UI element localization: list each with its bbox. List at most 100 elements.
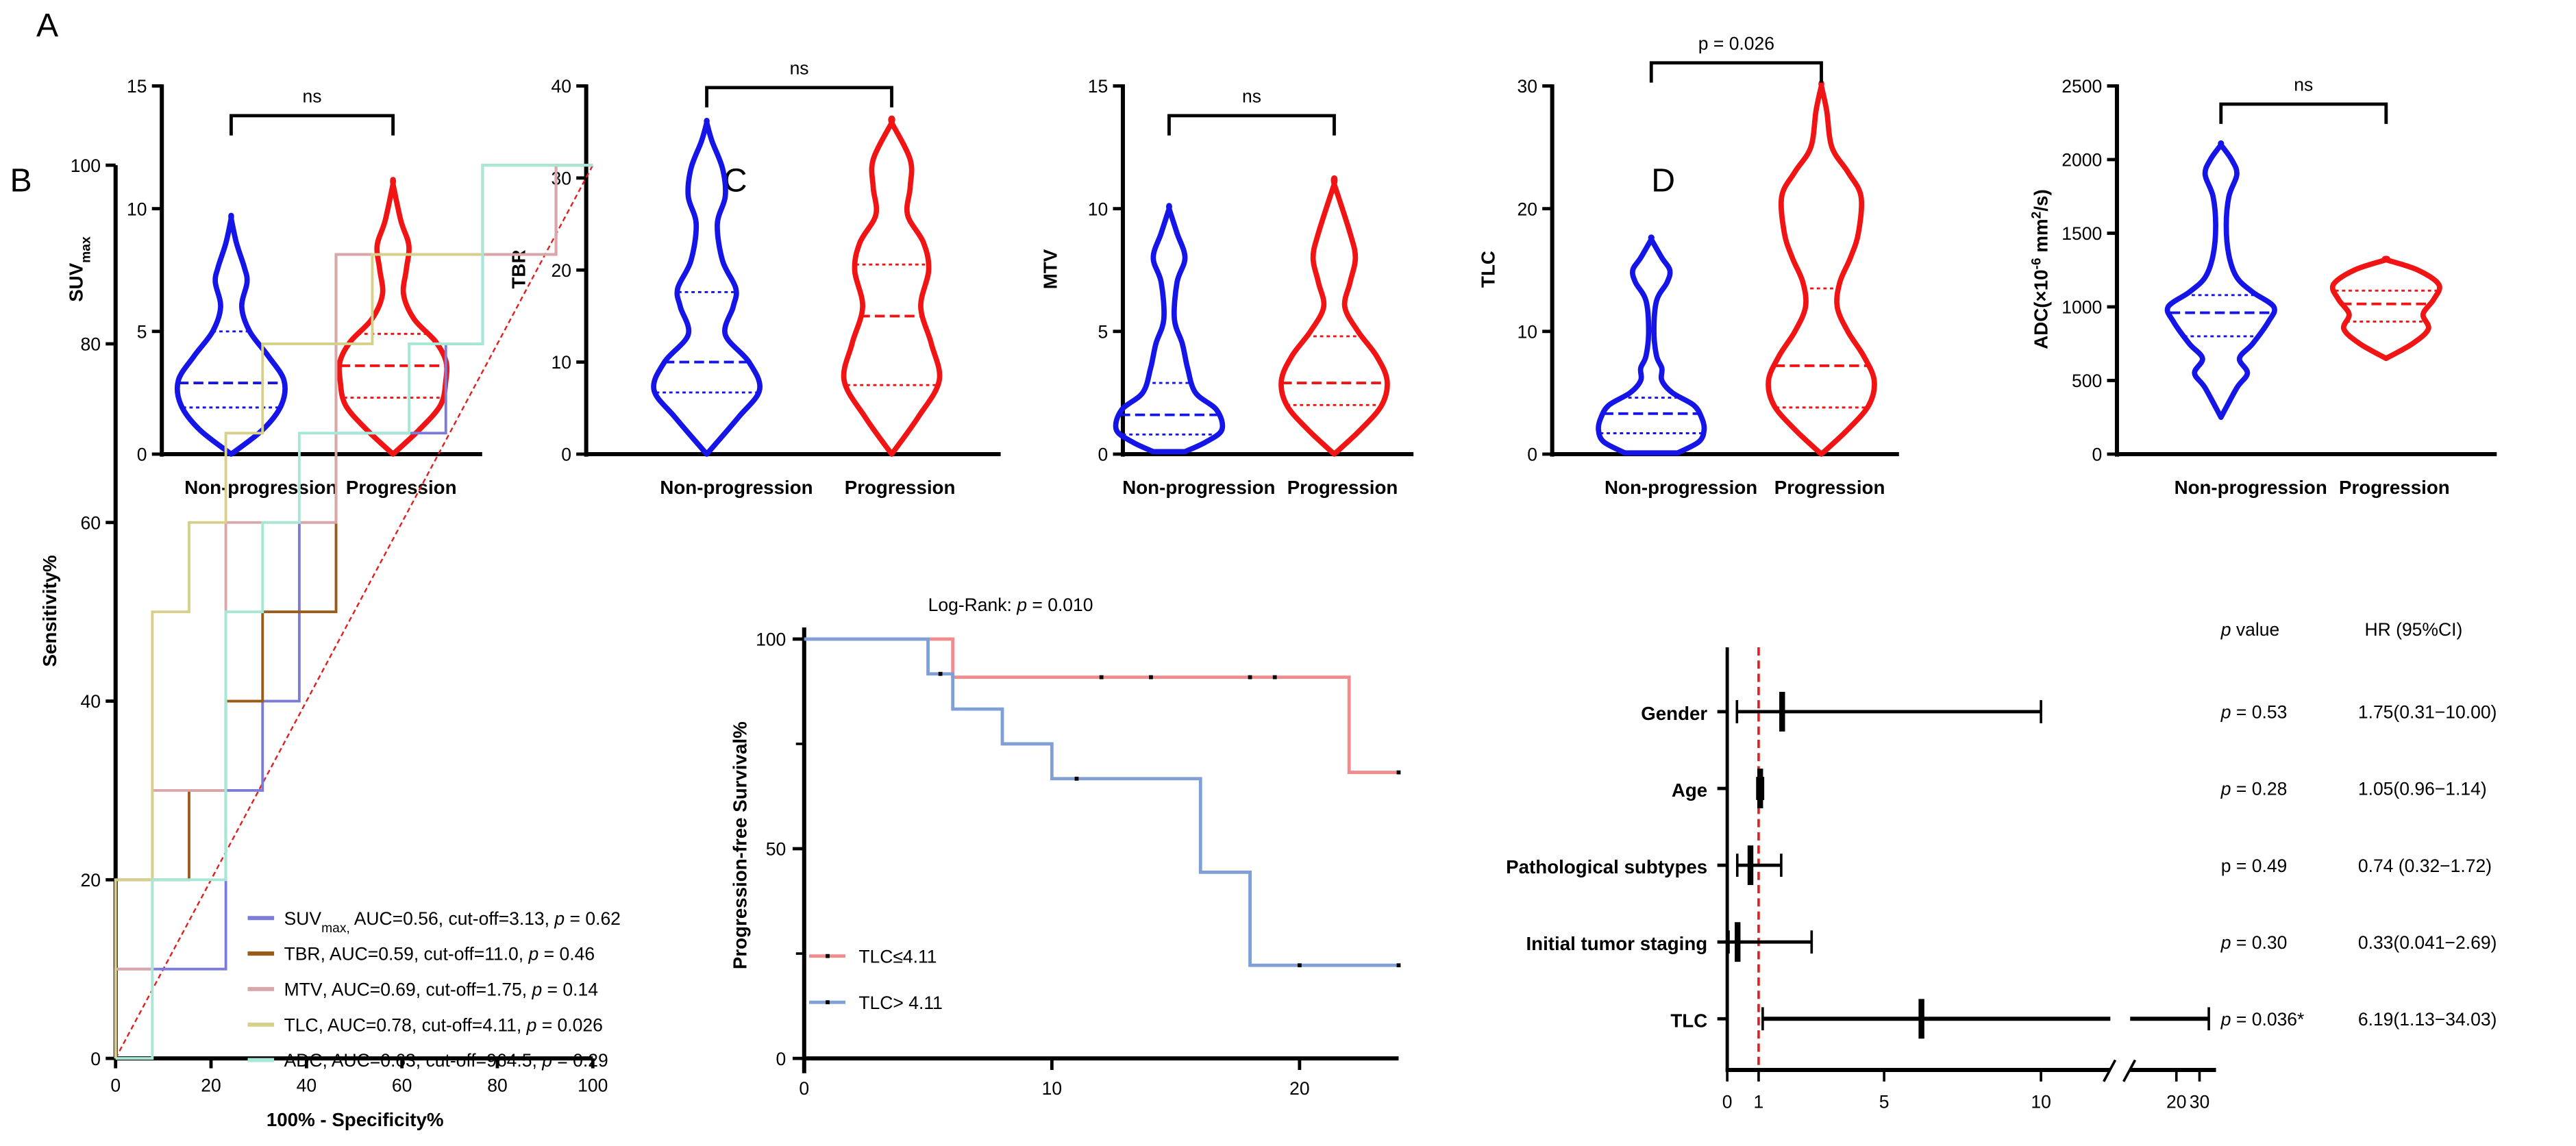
y-axis-label-part: -6: [2029, 258, 2044, 269]
row-p-value: p = 0.28: [2220, 779, 2288, 799]
axis-break-mark: [2122, 1059, 2137, 1082]
legend-pvalue: = 0.46: [538, 944, 595, 964]
censor-mark: [1099, 675, 1104, 680]
p-symbol: p: [2220, 1009, 2231, 1030]
x-category-label: Non-progression: [2175, 477, 2327, 498]
y-tick-label: 0: [561, 445, 571, 465]
y-tick-label: 0: [1527, 445, 1537, 465]
row-label: Initial tumor staging: [1526, 933, 1707, 954]
legend-text: , AUC=0.63, cut-off=964.5,: [323, 1050, 543, 1071]
y-axis-label-part: 2: [2029, 212, 2044, 219]
violin-non-progression: [2164, 140, 2277, 421]
y-axis-label: ADC(×10-6 mm2/s): [2029, 189, 2052, 349]
x-tick-label: 0: [799, 1078, 809, 1099]
p-symbol: p: [2220, 702, 2231, 723]
x-tick-label: 10: [2031, 1091, 2051, 1112]
legend-name: SUV: [284, 908, 322, 929]
x-category-label: Non-progression: [1122, 477, 1275, 498]
x-category-label: Progression: [346, 477, 457, 498]
header-p: p: [2220, 619, 2231, 640]
censor-mark: [1396, 770, 1401, 775]
y-axis-label: Progression-free Survival%: [729, 721, 750, 969]
censor-mark: [1149, 675, 1153, 680]
chart-title: Log-Rank: p = 0.010: [928, 595, 1093, 615]
p-text: = 0.30: [2231, 932, 2288, 953]
y-axis-label: SUVmax: [66, 236, 94, 302]
panel-label-b: B: [10, 162, 32, 199]
legend-name: TBR: [284, 944, 321, 964]
header-p-value: p value: [2220, 619, 2279, 640]
y-tick-label: 10: [127, 199, 147, 219]
significance-bracket: [1167, 114, 1336, 136]
y-axis-label-part: MTV: [1040, 249, 1061, 289]
y-axis-label-part: TLC: [1477, 251, 1498, 288]
x-tick-label: 100: [578, 1075, 608, 1095]
y-tick-label: 10: [1517, 321, 1537, 342]
roc-curve-tlc: [114, 164, 593, 1059]
axis-break-mark: [2103, 1059, 2117, 1082]
x-tick-label: 5: [1879, 1091, 1890, 1112]
row-p-value: p = 0.49: [2221, 856, 2288, 876]
row-label: Pathological subtypes: [1506, 856, 1707, 877]
y-tick-label: 0: [137, 445, 147, 465]
row-p-value: p = 0.036*: [2220, 1009, 2305, 1030]
y-tick-label: 1500: [2061, 223, 2102, 244]
y-tick-label: 100: [71, 155, 101, 176]
legend-pvalue: = 0.14: [542, 980, 598, 1000]
y-tick-label: 10: [551, 352, 571, 373]
x-tick-label: 30: [2190, 1091, 2209, 1112]
y-tick-label: 0: [90, 1049, 101, 1069]
p-text: = 0.036*: [2231, 1009, 2305, 1030]
legend-pvalue: = 0.62: [565, 908, 621, 929]
title-prefix: Log-Rank:: [928, 595, 1017, 615]
survival-curve-1: [804, 637, 1399, 967]
significance-bracket: [230, 114, 395, 136]
legend-entry: ADC, AUC=0.63, cut-off=964.5, p = 0.29: [284, 1050, 608, 1071]
y-axis-label-part: max: [79, 236, 93, 263]
legend-p: p: [526, 1014, 537, 1035]
legend-name: TLC: [284, 1014, 319, 1035]
legend-name: ADC: [284, 1050, 323, 1071]
row-label: Gender: [1641, 703, 1707, 724]
row-hr-ci: 1.75(0.31−10.00): [2358, 702, 2497, 723]
significance-label: ns: [303, 86, 322, 107]
x-axis-label: 100% - Specificity%: [267, 1109, 444, 1130]
legend-pvalue: = 0.026: [536, 1014, 603, 1035]
title-p: p: [1016, 595, 1027, 615]
x-category-label: Non-progression: [184, 477, 337, 498]
y-axis-label: MTV: [1040, 249, 1061, 289]
x-tick-label: 20: [201, 1075, 221, 1095]
legend-subscript: max,: [321, 921, 350, 935]
title-value: = 0.010: [1027, 595, 1093, 615]
y-tick-label: 50: [766, 839, 786, 860]
y-tick-label: 5: [1098, 321, 1109, 342]
x-category-label: Non-progression: [660, 477, 813, 498]
y-tick-label: 80: [81, 334, 101, 355]
row-hr-ci: 1.05(0.96−1.14): [2358, 779, 2487, 799]
x-tick-label: 0: [110, 1075, 121, 1095]
significance-label: ns: [1242, 86, 1261, 107]
y-axis-label: Sensitivity%: [39, 555, 60, 667]
x-tick-label: 60: [392, 1075, 412, 1095]
p-text: = 0.53: [2231, 702, 2288, 723]
legend-name: MTV: [284, 980, 323, 1000]
y-tick-label: 60: [81, 512, 101, 533]
x-category-label: Progression: [1774, 477, 1885, 498]
y-tick-label: 0: [1098, 445, 1109, 465]
legend-censor-mark: [826, 1000, 830, 1005]
legend-censor-mark: [826, 954, 830, 958]
x-category-label: Progression: [1287, 477, 1398, 498]
legend-text: , AUC=0.69, cut-off=1.75,: [323, 980, 532, 1000]
violin-progression: [336, 177, 450, 457]
y-axis-label-part: ADC(×10: [2031, 269, 2052, 349]
y-axis-label: TBR: [508, 250, 529, 289]
header-hr: HR (95%CI): [2364, 619, 2462, 640]
x-tick-label: 20: [1289, 1078, 1309, 1099]
censor-mark: [1272, 675, 1277, 680]
y-axis-label: TLC: [1477, 251, 1498, 288]
p-text: = 0.28: [2231, 779, 2288, 799]
y-tick-label: 0: [776, 1049, 787, 1069]
legend-p: p: [528, 944, 539, 964]
legend-text: , AUC=0.59, cut-off=11.0,: [321, 944, 529, 964]
